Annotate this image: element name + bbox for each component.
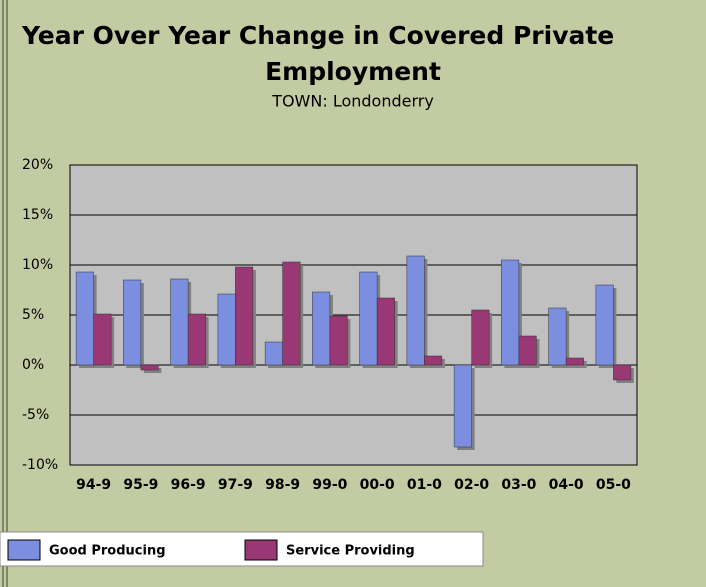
y-tick-label: 0% — [22, 357, 44, 373]
chart-subtitle: TOWN: Londonderry — [271, 92, 434, 111]
y-tick-label: -10% — [22, 457, 58, 473]
y-tick-label: 15% — [22, 207, 53, 223]
bar — [75, 271, 94, 366]
bar — [548, 307, 567, 366]
y-tick-label: -5% — [22, 407, 49, 423]
bar — [565, 357, 584, 366]
y-tick-label: 10% — [22, 257, 53, 273]
bar — [235, 266, 254, 366]
x-tick-label: 02-0 — [454, 477, 489, 493]
legend-swatch — [244, 539, 278, 561]
bar — [595, 284, 614, 366]
bar — [140, 364, 159, 371]
x-tick-label: 01-0 — [407, 477, 442, 493]
bar — [123, 279, 142, 366]
y-tick-label: 5% — [22, 307, 44, 323]
bar — [282, 261, 301, 366]
x-tick-label: 03-0 — [501, 477, 536, 493]
x-tick-label: 98-9 — [265, 477, 300, 493]
bar — [376, 297, 395, 366]
bar — [359, 271, 378, 366]
chart-title: Employment — [265, 57, 441, 86]
legend-swatch — [7, 539, 41, 561]
x-tick-label: 97-9 — [218, 477, 253, 493]
bar — [312, 291, 331, 366]
bar — [264, 341, 283, 366]
x-tick-label: 00-0 — [360, 477, 395, 493]
chart-title: Year Over Year Change in Covered Private — [21, 21, 614, 50]
legend-label: Service Providing — [286, 544, 415, 559]
bar — [217, 293, 236, 366]
x-tick-label: 96-9 — [171, 477, 206, 493]
bar — [501, 259, 520, 366]
bar — [187, 313, 206, 366]
x-tick-label: 95-9 — [123, 477, 158, 493]
bar — [424, 355, 443, 366]
x-tick-label: 04-0 — [549, 477, 584, 493]
y-tick-label: 20% — [22, 157, 53, 173]
bar — [613, 364, 632, 381]
bar — [329, 315, 348, 366]
bar — [93, 313, 112, 366]
bar-shadow — [143, 368, 162, 373]
bar — [453, 364, 472, 448]
bar — [471, 309, 490, 366]
x-tick-label: 94-9 — [76, 477, 111, 493]
x-tick-label: 05-0 — [596, 477, 631, 493]
bar — [406, 255, 425, 366]
legend-label: Good Producing — [49, 544, 166, 559]
bar — [518, 335, 537, 366]
x-tick-label: 99-0 — [312, 477, 347, 493]
bar — [170, 278, 189, 366]
legend — [0, 531, 484, 567]
